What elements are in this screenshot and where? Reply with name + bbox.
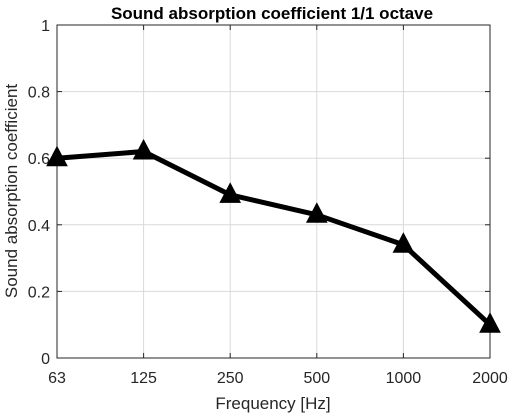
- x-tick-label: 125: [130, 370, 157, 387]
- plot-frame: [56, 24, 491, 359]
- x-tick-label: 250: [217, 370, 244, 387]
- chart-title: Sound absorption coefficient 1/1 octave: [111, 4, 433, 23]
- y-tick-label: 0.6: [28, 151, 50, 168]
- grid: [57, 25, 490, 358]
- y-tick-label: 1: [41, 18, 50, 35]
- y-tick-label: 0.8: [28, 85, 50, 102]
- x-tick-label: 500: [303, 370, 330, 387]
- data-point-marker: [46, 145, 68, 167]
- data-point-marker: [392, 232, 415, 253]
- y-tick-label: 0.4: [28, 218, 50, 235]
- y-tick-label: 0: [41, 351, 50, 368]
- data-point-marker: [219, 182, 242, 203]
- data-point-marker: [479, 312, 501, 333]
- y-axis-label: Sound absorption coefficient: [2, 84, 21, 299]
- data-point-marker: [132, 138, 155, 160]
- series: [46, 138, 501, 333]
- axis-ticks: 63 125 250 500 1000 2000 0 0.2 0.4 0.6 0.8 1: [28, 18, 508, 387]
- x-tick-label: 2000: [472, 370, 508, 387]
- series-line: [54, 149, 493, 328]
- y-tick-label: 0.2: [28, 284, 50, 301]
- x-axis-label: Frequency [Hz]: [215, 394, 330, 413]
- x-tick-label: 1000: [386, 370, 422, 387]
- data-point-marker: [305, 202, 328, 223]
- x-tick-label: 63: [48, 370, 66, 387]
